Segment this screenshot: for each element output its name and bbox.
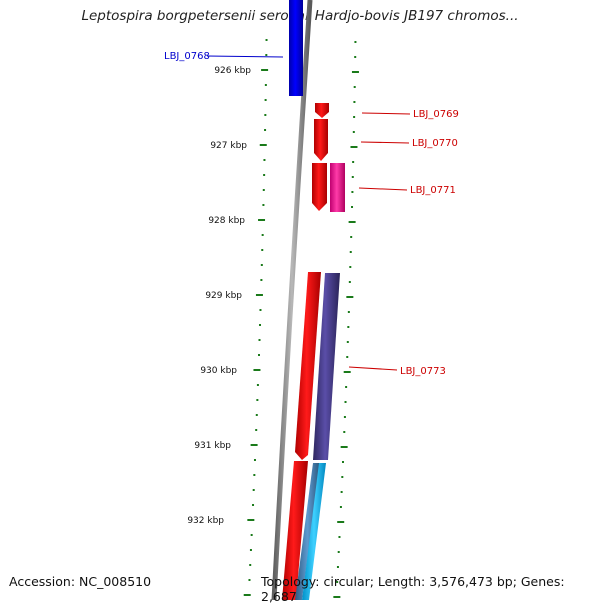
tick-labels: 926 kbp 927 kbp 928 kbp 929 kbp 930 kbp …	[187, 66, 251, 526]
gene-LBJ_0768[interactable]	[289, 0, 303, 96]
tick-label-927: 927 kbp	[210, 141, 247, 151]
gene-label-LBJ_0771[interactable]: LBJ_0771	[410, 185, 456, 196]
left-tick-track	[243, 39, 269, 596]
right-tick-track	[333, 41, 359, 598]
callout-line-LBJ_0773	[348, 366, 398, 371]
gene-label-LBJ_0773[interactable]: LBJ_0773	[400, 366, 446, 377]
gene-cyan-lower[interactable]	[302, 463, 326, 600]
gene-LBJ_0770[interactable]	[314, 119, 328, 161]
tick-label-932: 932 kbp	[187, 516, 224, 526]
chromosome-backbone	[271, 0, 313, 600]
gene-LBJ_0769[interactable]	[315, 103, 329, 118]
callout-line-LBJ_0771	[358, 187, 408, 191]
gene-label-LBJ_0769[interactable]: LBJ_0769	[413, 109, 459, 120]
tick-label-928: 928 kbp	[208, 216, 245, 226]
tick-label-930: 930 kbp	[200, 366, 237, 376]
gene-steel-lower[interactable]	[295, 463, 320, 600]
tick-label-926: 926 kbp	[214, 66, 251, 76]
gene-red-lower[interactable]	[282, 461, 308, 600]
callout-line-LBJ_0770	[360, 141, 410, 144]
callout-line-LBJ_0768	[206, 55, 284, 58]
gene-label-LBJ_0768[interactable]: LBJ_0768	[164, 51, 210, 62]
gene-LBJ_0772[interactable]	[295, 272, 321, 460]
gene-LBJ_0771[interactable]	[330, 163, 345, 212]
tick-label-929: 929 kbp	[205, 291, 242, 301]
callout-line-LBJ_0769	[361, 112, 411, 115]
accession-text: Accession: NC_008510	[9, 574, 152, 589]
gene-LBJ_0771-left[interactable]	[312, 163, 327, 211]
gene-LBJ_0773[interactable]	[313, 273, 340, 460]
tick-label-931: 931 kbp	[194, 441, 231, 451]
gene-label-LBJ_0770[interactable]: LBJ_0770	[412, 138, 458, 149]
